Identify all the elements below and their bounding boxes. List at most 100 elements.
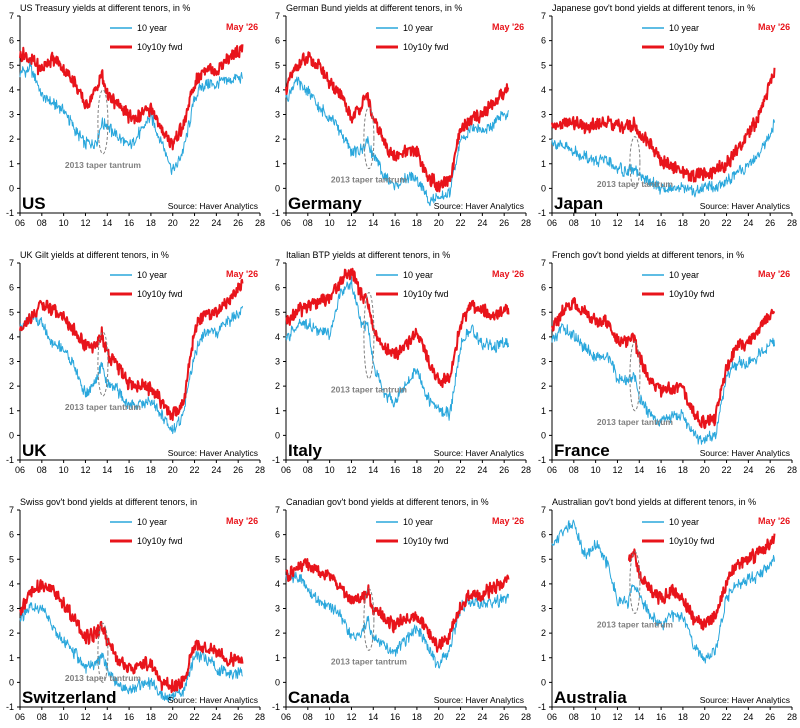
x-tick-label: 20 [700, 218, 710, 228]
x-tick-label: 10 [325, 465, 335, 475]
country-label: Italy [288, 441, 323, 460]
legend-label: 10 year [403, 270, 433, 280]
legend-label: 10y10y fwd [669, 536, 715, 546]
y-tick-label: 4 [541, 332, 546, 342]
source-label: Source: Haver Analytics [700, 695, 790, 705]
y-tick-label: 5 [9, 60, 14, 70]
x-tick-label: 16 [656, 465, 666, 475]
y-tick-label: 3 [9, 110, 14, 120]
x-tick-label: 10 [59, 218, 69, 228]
x-tick-label: 08 [569, 465, 579, 475]
y-tick-label: 6 [541, 530, 546, 540]
legend-label: 10 year [137, 517, 167, 527]
series-line-10y [551, 323, 775, 445]
y-tick-label: 2 [541, 381, 546, 391]
x-tick-label: 28 [521, 218, 531, 228]
y-tick-label: 7 [275, 11, 280, 21]
x-tick-label: 26 [765, 465, 775, 475]
chart-title: Italian BTP yields at different tenors, … [286, 250, 450, 260]
series-line-fwd [551, 297, 776, 430]
y-tick-label: 6 [541, 36, 546, 46]
x-tick-label: 06 [547, 465, 557, 475]
legend-label: 10 year [137, 270, 167, 280]
x-tick-label: 16 [656, 712, 666, 722]
x-tick-label: 16 [390, 465, 400, 475]
source-label: Source: Haver Analytics [700, 448, 790, 458]
taper-tantrum-ellipse [363, 106, 375, 170]
series-line-fwd [285, 267, 510, 388]
y-tick-label: 4 [9, 85, 14, 95]
taper-tantrum-ellipse [97, 622, 109, 683]
chart-title: Swiss gov't bond yields at different ten… [20, 497, 197, 507]
series-line-10y [551, 519, 775, 664]
legend-label: 10y10y fwd [403, 536, 449, 546]
series-line-fwd [19, 579, 244, 694]
x-tick-label: 12 [612, 218, 622, 228]
taper-tantrum-ellipse [629, 551, 641, 614]
y-tick-label: 6 [9, 36, 14, 46]
y-tick-label: 5 [9, 307, 14, 317]
series-line-fwd [627, 533, 776, 631]
x-tick-label: 24 [211, 712, 221, 722]
x-tick-label: 12 [346, 712, 356, 722]
y-tick-label: 5 [541, 307, 546, 317]
x-tick-label: 08 [37, 712, 47, 722]
taper-tantrum-ellipse [363, 292, 375, 380]
y-tick-label: 2 [541, 134, 546, 144]
x-tick-label: 12 [80, 712, 90, 722]
legend-label: 10y10y fwd [137, 536, 183, 546]
x-tick-label: 06 [15, 465, 25, 475]
y-tick-label: 2 [541, 628, 546, 638]
x-tick-label: 26 [233, 712, 243, 722]
y-tick-label: -1 [538, 455, 546, 465]
country-label: UK [22, 441, 47, 460]
legend-label: 10 year [669, 270, 699, 280]
x-tick-label: 28 [787, 712, 797, 722]
x-tick-label: 18 [678, 465, 688, 475]
legend-label: 10y10y fwd [403, 42, 449, 52]
y-tick-label: 1 [275, 159, 280, 169]
y-tick-label: -1 [272, 702, 280, 712]
end-label: May '26 [492, 516, 524, 526]
annotation-label: 2013 taper tantrum [65, 402, 141, 412]
y-tick-label: 7 [9, 258, 14, 268]
country-label: Japan [554, 194, 603, 213]
chart-title: Canadian gov't bond yields at different … [286, 497, 489, 507]
x-tick-label: 20 [434, 465, 444, 475]
chart-title: Japanese gov't bond yields at different … [552, 3, 755, 13]
x-tick-label: 20 [168, 465, 178, 475]
x-tick-label: 28 [255, 465, 265, 475]
source-label: Source: Haver Analytics [700, 201, 790, 211]
x-tick-label: 24 [211, 218, 221, 228]
series-line-10y [19, 602, 243, 703]
x-tick-label: 26 [765, 218, 775, 228]
x-tick-label: 10 [591, 712, 601, 722]
x-tick-label: 16 [390, 218, 400, 228]
source-label: Source: Haver Analytics [434, 448, 524, 458]
x-tick-label: 06 [15, 712, 25, 722]
annotation-label: 2013 taper tantrum [597, 619, 673, 629]
end-label: May '26 [758, 516, 790, 526]
y-tick-label: 7 [541, 11, 546, 21]
taper-tantrum-ellipse [629, 341, 641, 412]
y-tick-label: 1 [541, 159, 546, 169]
legend-label: 10y10y fwd [137, 42, 183, 52]
source-label: Source: Haver Analytics [168, 201, 258, 211]
x-tick-label: 26 [233, 465, 243, 475]
country-label: Switzerland [22, 688, 116, 707]
x-tick-label: 24 [477, 712, 487, 722]
y-tick-label: 7 [275, 258, 280, 268]
x-tick-label: 20 [700, 712, 710, 722]
country-label: France [554, 441, 610, 460]
y-tick-label: 6 [9, 283, 14, 293]
chart-title: UK Gilt yields at different tenors, in % [20, 250, 169, 260]
annotation-label: 2013 taper tantrum [331, 385, 407, 395]
x-tick-label: 22 [456, 712, 466, 722]
annotation-label: 2013 taper tantrum [597, 179, 673, 189]
y-tick-label: -1 [6, 208, 14, 218]
chart-title: US Treasury yields at different tenors, … [20, 3, 190, 13]
x-tick-label: 06 [15, 218, 25, 228]
